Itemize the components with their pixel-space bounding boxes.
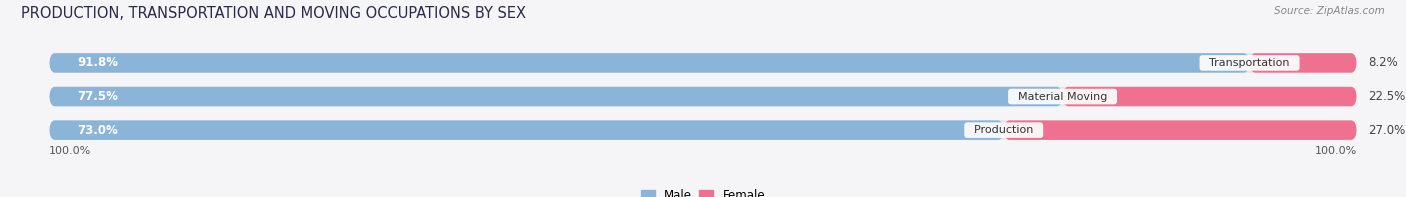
FancyBboxPatch shape — [1063, 87, 1357, 106]
Text: Material Moving: Material Moving — [1011, 92, 1115, 101]
Text: 77.5%: 77.5% — [77, 90, 118, 103]
Text: Source: ZipAtlas.com: Source: ZipAtlas.com — [1274, 6, 1385, 16]
Text: Transportation: Transportation — [1202, 58, 1296, 68]
Text: 73.0%: 73.0% — [77, 124, 118, 137]
FancyBboxPatch shape — [49, 120, 1357, 140]
Text: 100.0%: 100.0% — [1315, 146, 1357, 156]
Text: 100.0%: 100.0% — [49, 146, 91, 156]
Text: Production: Production — [967, 125, 1040, 135]
FancyBboxPatch shape — [49, 53, 1250, 73]
Text: 8.2%: 8.2% — [1368, 56, 1398, 69]
FancyBboxPatch shape — [49, 87, 1063, 106]
FancyBboxPatch shape — [1250, 53, 1357, 73]
Text: 22.5%: 22.5% — [1368, 90, 1405, 103]
FancyBboxPatch shape — [1004, 120, 1357, 140]
Text: 91.8%: 91.8% — [77, 56, 118, 69]
FancyBboxPatch shape — [49, 53, 1357, 73]
Text: PRODUCTION, TRANSPORTATION AND MOVING OCCUPATIONS BY SEX: PRODUCTION, TRANSPORTATION AND MOVING OC… — [21, 6, 526, 21]
FancyBboxPatch shape — [49, 87, 1357, 106]
FancyBboxPatch shape — [49, 120, 1004, 140]
Legend: Male, Female: Male, Female — [636, 185, 770, 197]
Text: 27.0%: 27.0% — [1368, 124, 1405, 137]
